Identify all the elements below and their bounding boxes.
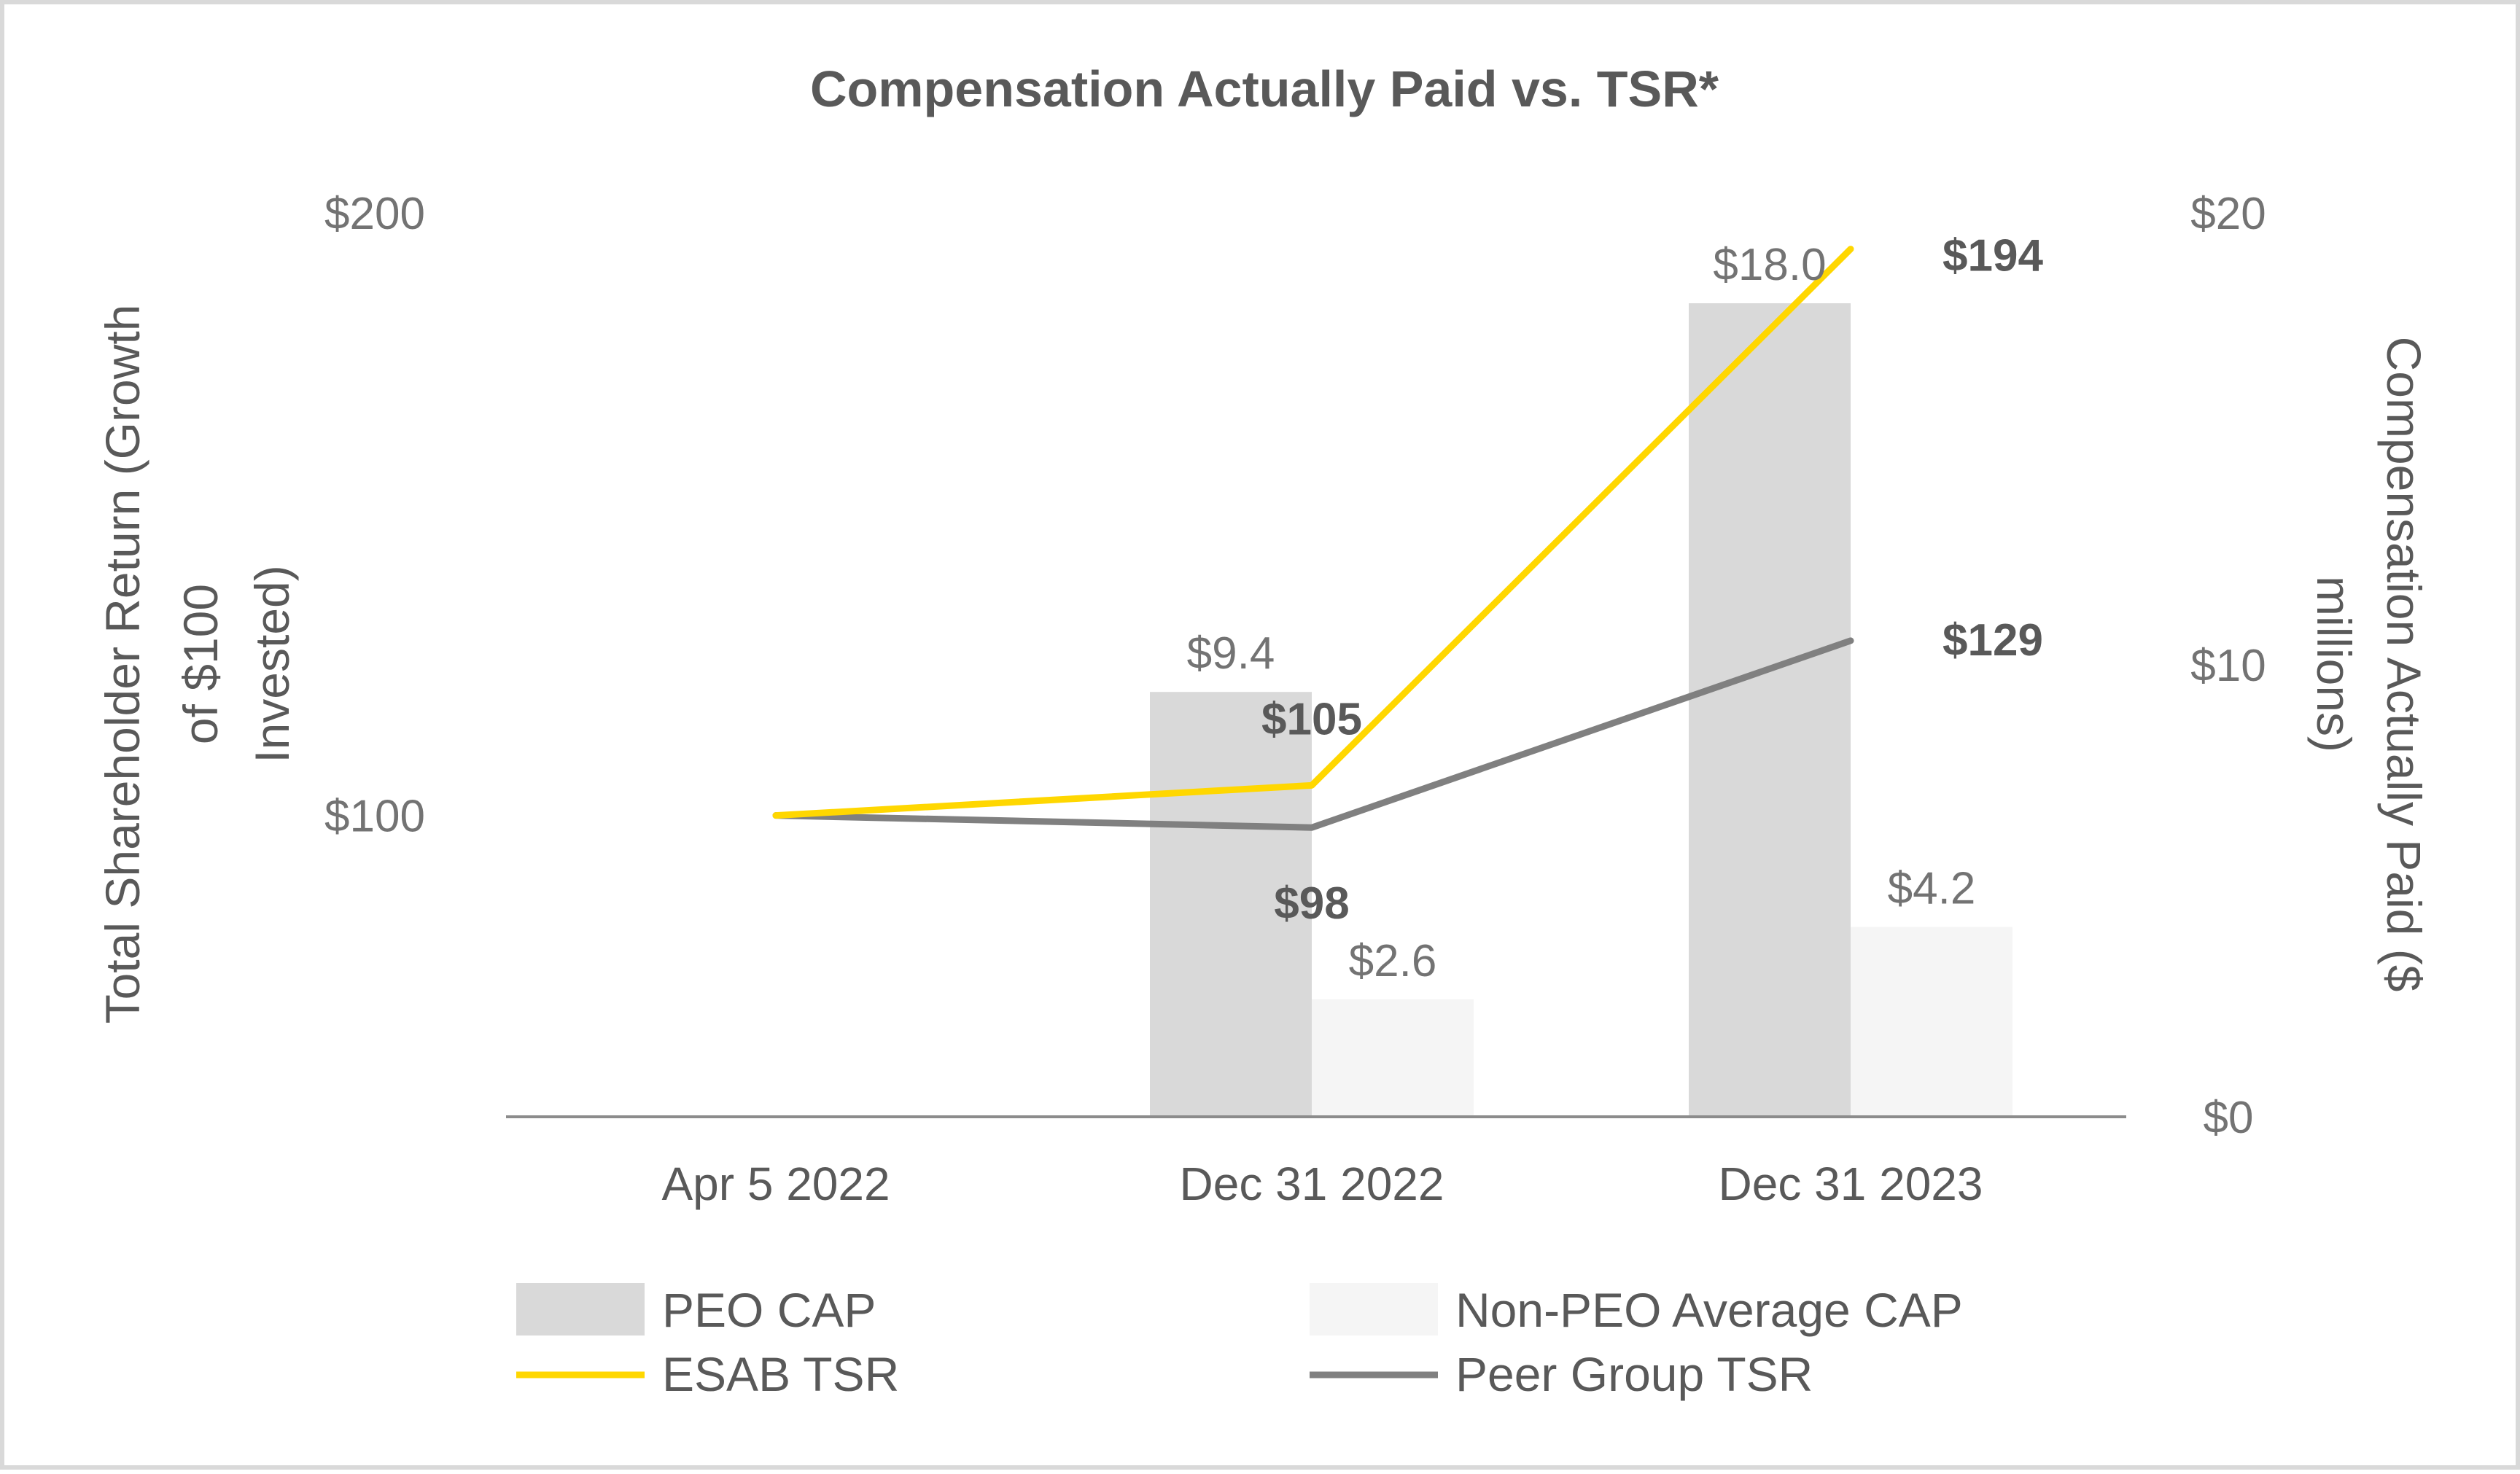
legend-swatch-peo-cap xyxy=(516,1283,645,1335)
left-axis-title: Total Shareholder Return (Growth of $100 I… xyxy=(96,305,299,1024)
x-axis-tick-label: Dec 31 2023 xyxy=(1719,1158,1983,1210)
line-data-label: $98 xyxy=(1274,878,1349,929)
legend-label-peo-cap: PEO CAP xyxy=(662,1283,876,1337)
bar-data-label: $4.2 xyxy=(1888,864,1976,914)
legend-label-peer-group-tsr: Peer Group TSR xyxy=(1455,1347,1813,1401)
right-axis-tick-label: $10 xyxy=(2190,641,2266,691)
line-data-label: $105 xyxy=(1261,694,1362,744)
left-axis-title-line: Invested) xyxy=(245,565,299,763)
legend-label-non-peo-average-cap: Non-PEO Average CAP xyxy=(1455,1283,1963,1337)
bar-non-peo-average-cap-2 xyxy=(1851,927,2012,1117)
right-axis-title-line: Compensation Actually Paid ($ xyxy=(2377,337,2431,992)
x-axis-tick-label: Apr 5 2022 xyxy=(661,1158,890,1210)
right-axis-title: Compensation Actually Paid ($ millions) xyxy=(2307,337,2431,992)
chart-title: Compensation Actually Paid vs. TSR* xyxy=(810,61,1719,117)
right-axis-tick-label: $20 xyxy=(2190,189,2266,239)
bar-data-label: $9.4 xyxy=(1187,628,1275,679)
bar-data-label: $2.6 xyxy=(1349,936,1437,986)
legend-label-esab-tsr: ESAB TSR xyxy=(662,1347,899,1401)
legend-swatch-non-peo-average-cap xyxy=(1310,1283,1438,1335)
line-data-label: $194 xyxy=(1942,231,2043,281)
x-axis-tick-label: Dec 31 2022 xyxy=(1180,1158,1444,1210)
left-axis-tick-label: $100 xyxy=(324,792,425,842)
bar-peo-cap-2 xyxy=(1689,303,1851,1117)
left-axis-title-line: of $100 xyxy=(174,584,228,744)
line-data-label: $129 xyxy=(1942,615,2043,666)
left-axis-tick-label: $200 xyxy=(324,189,425,239)
chart-svg: Compensation Actually Paid vs. TSR* $100… xyxy=(96,61,2431,1401)
left-axis-title-line: Total Shareholder Return (Growth xyxy=(96,305,149,1024)
line-peer-group-tsr xyxy=(772,637,1854,831)
bar-data-label: $18.0 xyxy=(1713,240,1826,290)
bar-peo-cap-1 xyxy=(1150,692,1312,1117)
line-esab-tsr xyxy=(772,246,1854,819)
right-axis-tick-label: $0 xyxy=(2204,1093,2254,1143)
bar-non-peo-average-cap-1 xyxy=(1312,999,1474,1117)
right-axis-title-line: millions) xyxy=(2307,576,2361,752)
